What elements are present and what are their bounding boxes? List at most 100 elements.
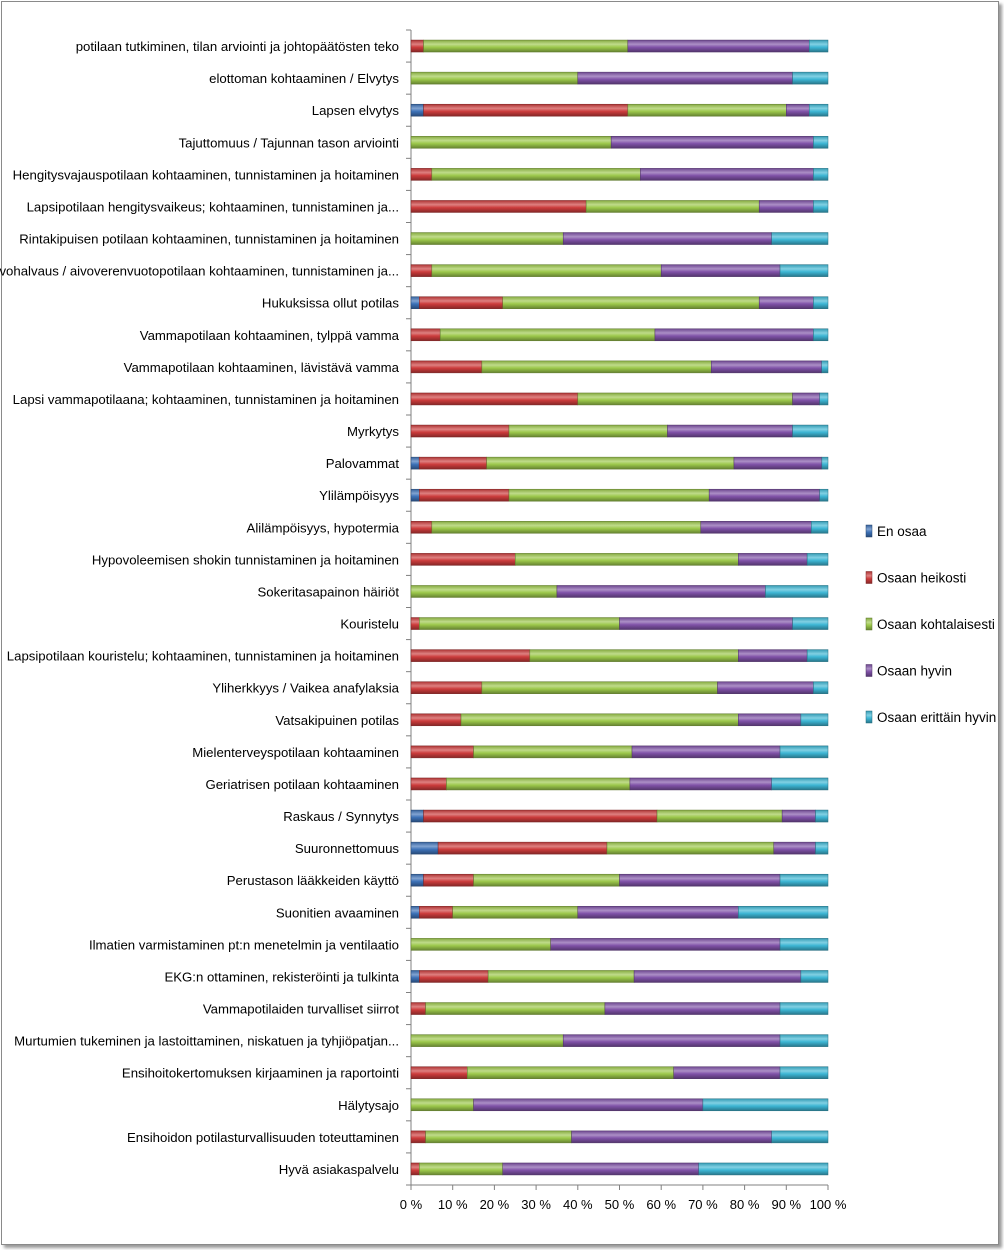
bar-segment xyxy=(419,906,453,919)
bar-segment xyxy=(815,809,829,823)
x-tick-label: 80 % xyxy=(730,1197,760,1212)
x-tick-label: 40 % xyxy=(563,1197,593,1212)
bar-segment xyxy=(667,424,793,438)
bar-segment xyxy=(460,713,739,727)
bar-segment xyxy=(660,264,781,277)
bar-segment xyxy=(446,777,631,791)
bar-segment xyxy=(410,103,424,117)
bar-segment xyxy=(502,1162,699,1176)
bar-segment xyxy=(629,777,772,791)
bar-segment xyxy=(806,553,829,566)
category-label: Ensihoitokertomuksen kirjaaminen ja rapo… xyxy=(122,1066,399,1081)
category-label: Raskaus / Synnytys xyxy=(283,809,399,824)
bar-segment xyxy=(410,168,433,181)
category-label: Aivohalvaus / aivoverenvuotopotilaan koh… xyxy=(0,264,399,279)
category-label: Vammapotilaan kohtaaminen, lävistävä vam… xyxy=(124,360,400,375)
bar-segment xyxy=(733,456,823,470)
bar-segment xyxy=(779,1002,829,1015)
bar-segment xyxy=(410,424,510,438)
bar-segment xyxy=(556,585,766,598)
bar-segment xyxy=(738,649,808,662)
bar-segment xyxy=(410,136,612,149)
category-label: Palovammat xyxy=(326,456,400,471)
legend-swatch xyxy=(865,664,873,677)
category-label: Lapsipotilaan hengitysvaikeus; kohtaamin… xyxy=(27,199,399,214)
bar-segment xyxy=(786,103,810,117)
category-label: Ilmatien varmistaminen pt:n menetelmin j… xyxy=(89,937,399,952)
bar-segment xyxy=(562,1034,781,1047)
bar-segment xyxy=(815,841,829,855)
bar-segment xyxy=(410,841,439,855)
bar-segment xyxy=(423,103,629,117)
bar-segment xyxy=(771,777,829,791)
category-label: Vammapotilaan kohtaaminen, tylppä vamma xyxy=(140,328,400,343)
bar-segment xyxy=(610,136,814,149)
bar-segment xyxy=(425,1002,606,1015)
bar-segment xyxy=(410,681,483,694)
bar-segment xyxy=(765,585,829,598)
bar-segment xyxy=(819,488,829,502)
category-label: Hukuksissa ollut potilas xyxy=(262,296,399,311)
x-tick-label: 10 % xyxy=(438,1197,468,1212)
bar-segment xyxy=(473,745,633,759)
bar-segment xyxy=(410,1066,468,1079)
bar-segment xyxy=(821,456,829,470)
bar-segment xyxy=(410,906,420,919)
bar-segment xyxy=(410,1130,426,1144)
bar-segment xyxy=(410,553,516,566)
bar-segment xyxy=(813,681,829,694)
bar-segment xyxy=(700,521,812,534)
legend-swatch xyxy=(865,571,873,584)
bar-segment xyxy=(508,424,668,438)
category-label: Ylilämpöisyys xyxy=(319,488,399,503)
bar-segment xyxy=(813,328,829,342)
category-label: Suuronnettomuus xyxy=(295,841,400,856)
bar-segment xyxy=(811,521,829,534)
bar-segment xyxy=(410,1002,426,1015)
category-label: Kouristelu xyxy=(340,617,399,632)
bar-segment xyxy=(437,841,608,855)
legend-label: Osaan heikosti xyxy=(877,571,966,586)
bar-segment xyxy=(486,456,735,470)
bar-segment xyxy=(779,264,829,277)
bar-segment xyxy=(771,232,829,245)
bar-segment xyxy=(771,1130,829,1144)
bar-segment xyxy=(779,1066,829,1079)
bar-segment xyxy=(758,200,814,213)
bar-segment xyxy=(419,296,503,309)
bar-segment xyxy=(452,906,579,919)
bar-segment xyxy=(779,1034,829,1047)
bar-segment xyxy=(571,1130,772,1144)
bar-segment xyxy=(640,168,814,181)
category-label: Hengitysvajauspotilaan kohtaaminen, tunn… xyxy=(13,167,399,182)
bar-segment xyxy=(431,264,662,277)
category-label: Vammapotilaiden turvalliset siirrot xyxy=(203,1002,400,1017)
bar-segment xyxy=(758,296,814,309)
bar-segment xyxy=(419,617,620,630)
bar-segment xyxy=(800,713,829,727)
bar-segment xyxy=(410,617,420,630)
bar-segment xyxy=(631,745,781,759)
bar-segment xyxy=(619,617,793,630)
bar-segment xyxy=(410,970,420,983)
category-label: Geriatrisen potilaan kohtaaminen xyxy=(205,777,399,792)
bar-segment xyxy=(773,841,816,855)
bar-segment xyxy=(419,488,510,502)
bar-segment xyxy=(702,1098,829,1112)
bar-segment xyxy=(781,809,816,823)
bar-segment xyxy=(779,938,829,951)
bar-segment xyxy=(792,392,820,406)
bar-segment xyxy=(585,200,760,213)
bar-segment xyxy=(604,1002,781,1015)
category-label: Murtumien tukeminen ja lastoittaminen, n… xyxy=(14,1034,399,1049)
bar-segment xyxy=(808,103,829,117)
category-label: Mielenterveyspotilaan kohtaaminen xyxy=(192,745,399,760)
category-label: potilaan tutkiminen, tilan arviointi ja … xyxy=(76,39,399,54)
category-label: Hypovoleemisen shokin tunnistaminen ja h… xyxy=(92,552,399,567)
category-label: Lapsen elvytys xyxy=(312,103,400,118)
bar-segment xyxy=(502,296,760,309)
bar-segment xyxy=(410,200,587,213)
bar-segment xyxy=(779,873,829,887)
bar-segment xyxy=(550,938,781,951)
bar-segment xyxy=(410,328,441,342)
